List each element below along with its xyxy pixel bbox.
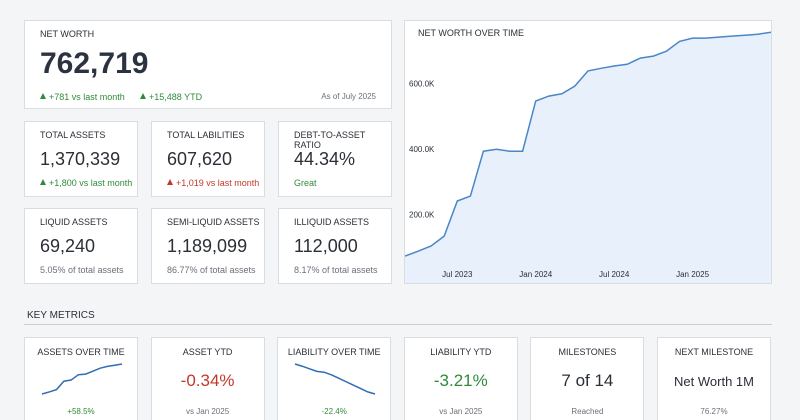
card-note: -22.4% — [321, 407, 347, 416]
as-of: As of July 2025 — [321, 92, 376, 101]
metric-value: 7 of 14 — [561, 371, 614, 390]
card-label: NET WORTH — [40, 29, 95, 39]
card-value: 112,000 — [294, 236, 358, 256]
card-note: +58.5% — [67, 407, 95, 416]
area — [405, 32, 771, 283]
summary-card: TOTAL ASSETS 1,370,339 +1,800 vs last mont… — [24, 121, 138, 197]
card-note: vs Jan 2025 — [439, 407, 483, 416]
summary-card: DEBT-TO-ASSET RATIO 44.34% Great — [278, 121, 392, 197]
y-tick-label: 600.0K — [409, 80, 435, 89]
card-note: 5.05% of total assets — [40, 265, 124, 275]
card-label: TOTAL ASSETS — [40, 130, 106, 140]
change: +781 vs last month — [40, 92, 125, 102]
metric-value: Net Worth 1M — [674, 374, 754, 389]
metric-card: MILESTONES 7 of 14 Reached — [530, 337, 645, 420]
metric-card: ASSET YTD -0.34% vs Jan 2025 — [150, 337, 265, 420]
card-note: Great — [294, 178, 317, 188]
card-value: 1,370,339 — [40, 149, 121, 169]
note-text: 86.77% of total assets — [167, 265, 256, 275]
card-label: TOTAL LABILITIES — [167, 130, 245, 140]
divider — [24, 324, 772, 325]
net-worth-value: 762,719 — [40, 47, 149, 80]
note-text: 8.17% of total assets — [294, 265, 378, 275]
net-worth-card: NET WORTH 762,719 +781 vs last month +15… — [24, 20, 392, 109]
card-label: SEMI-LIQUID ASSETS — [167, 217, 260, 227]
card-label: LIQUID ASSETS — [40, 217, 108, 227]
metric-card: LIABILITY OVER TIME -22.4% — [277, 337, 392, 420]
card-note: 76.27% — [700, 407, 728, 416]
card-label: ILLIQUID ASSETS — [294, 217, 370, 227]
metric-value: -3.21% — [433, 371, 488, 390]
change: +15,488 YTD — [140, 92, 202, 102]
trend-icon — [40, 179, 46, 185]
note-text: 5.05% of total assets — [40, 265, 124, 275]
x-tick-label: Jul 2024 — [599, 270, 630, 279]
change-text: +15,488 YTD — [149, 92, 203, 102]
sparkline-line — [41, 363, 123, 395]
card-label: ASSET YTD — [182, 347, 233, 357]
metric-card: LIABILITY YTD -3.21% vs Jan 2025 — [403, 337, 518, 420]
summary-card: ILLIQUID ASSETS 112,000 8.17% of total ass… — [278, 208, 392, 284]
summary-card: LIQUID ASSETS 69,240 5.05% of total assets — [24, 208, 138, 284]
note-text: +1,019 vs last month — [176, 178, 260, 188]
x-tick-label: Jan 2025 — [676, 270, 709, 279]
y-tick-label: 200.0K — [409, 211, 435, 220]
chart: NET WORTH OVER TIME 200.0K 400.0K 600.0K Ju… — [405, 28, 771, 283]
summary-card: SEMI-LIQUID ASSETS 1,189,099 86.77% of tot… — [151, 208, 265, 284]
summary-card: TOTAL LABILITIES 607,620 +1,019 vs last mo… — [151, 121, 265, 197]
card-label: DEBT-TO-ASSET RATIO — [294, 130, 366, 150]
metric-card: ASSETS OVER TIME +58.5% — [24, 337, 138, 420]
card-note: vs Jan 2025 — [186, 407, 230, 416]
sparkline — [41, 363, 123, 395]
card-label: NEXT MILESTONE — [674, 347, 754, 357]
card-note: 8.17% of total assets — [294, 265, 378, 275]
card-label: LIABILITY OVER TIME — [287, 347, 381, 357]
line — [405, 31, 771, 257]
card-note: 86.77% of total assets — [167, 265, 256, 275]
y-tick-label: 400.0K — [409, 145, 435, 154]
card-value: 607,620 — [167, 149, 233, 169]
card-value: 1,189,099 — [167, 236, 248, 256]
card-value: 44.34% — [294, 149, 356, 169]
chart-title: NET WORTH OVER TIME — [418, 28, 524, 38]
card-note: Reached — [571, 407, 604, 416]
sparkline — [294, 363, 376, 395]
section-title: KEY METRICS — [27, 310, 95, 321]
sparkline-line — [294, 363, 376, 395]
change-text: +781 vs last month — [49, 92, 125, 102]
metric-card: NEXT MILESTONE Net Worth 1M 76.27% — [657, 337, 771, 420]
note-text: +1,800 vs last month — [49, 178, 133, 188]
card-note: +1,019 vs last month — [167, 178, 259, 188]
card-note: +1,800 vs last month — [40, 178, 132, 188]
chart-card: NET WORTH OVER TIME 200.0K 400.0K 600.0K Ju… — [404, 20, 772, 284]
card-label: ASSETS OVER TIME — [37, 347, 125, 357]
trend-icon — [167, 179, 173, 185]
card-label: MILESTONES — [558, 347, 617, 357]
metric-value: -0.34% — [180, 371, 235, 390]
x-tick-label: Jan 2024 — [519, 270, 552, 279]
card-label: LIABILITY YTD — [430, 347, 492, 357]
card-value: 69,240 — [40, 236, 96, 256]
note-text: Great — [294, 178, 317, 188]
x-tick-label: Jul 2023 — [442, 270, 473, 279]
